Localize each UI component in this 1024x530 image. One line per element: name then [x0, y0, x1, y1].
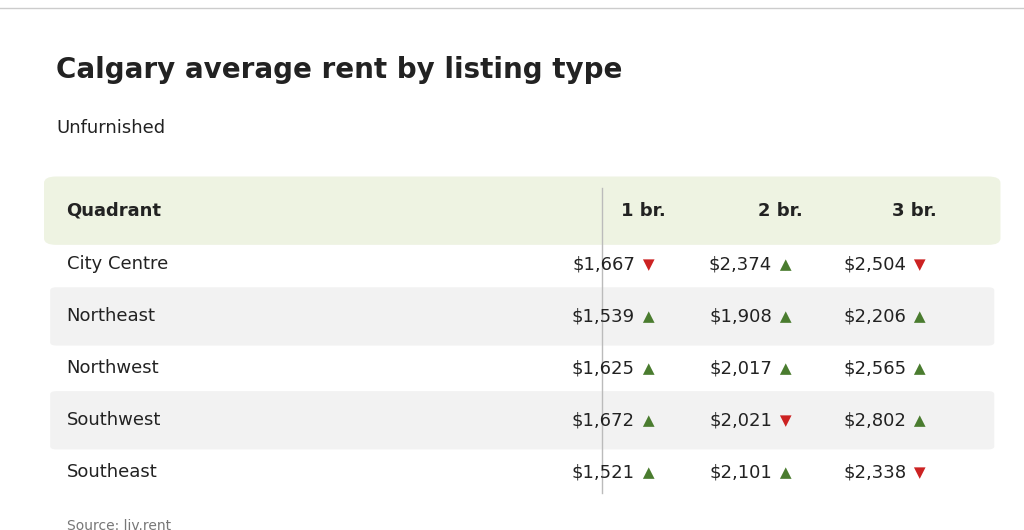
- Text: Northwest: Northwest: [67, 359, 159, 377]
- Text: Quadrant: Quadrant: [67, 202, 162, 219]
- FancyBboxPatch shape: [50, 287, 994, 346]
- Text: $2,017: $2,017: [710, 359, 772, 377]
- Text: ▼: ▼: [775, 413, 792, 428]
- Text: City Centre: City Centre: [67, 255, 168, 273]
- Text: ▲: ▲: [909, 309, 926, 324]
- Text: Calgary average rent by listing type: Calgary average rent by listing type: [56, 56, 623, 84]
- Text: $2,374: $2,374: [709, 255, 772, 273]
- Text: $2,101: $2,101: [710, 463, 772, 481]
- Text: $2,504: $2,504: [843, 255, 906, 273]
- Text: $2,021: $2,021: [710, 411, 772, 429]
- Text: ▲: ▲: [775, 257, 792, 272]
- Text: $2,565: $2,565: [843, 359, 906, 377]
- Text: ▲: ▲: [775, 361, 792, 376]
- Text: ▲: ▲: [638, 465, 654, 480]
- Text: ▲: ▲: [638, 413, 654, 428]
- Text: Southeast: Southeast: [67, 463, 158, 481]
- FancyBboxPatch shape: [44, 176, 1000, 245]
- Text: 3 br.: 3 br.: [892, 202, 937, 219]
- Text: ▼: ▼: [909, 465, 926, 480]
- Text: Source: liv.rent: Source: liv.rent: [67, 519, 171, 530]
- Text: ▲: ▲: [775, 309, 792, 324]
- Text: $1,539: $1,539: [571, 307, 635, 325]
- FancyBboxPatch shape: [50, 391, 994, 449]
- Text: 1 br.: 1 br.: [621, 202, 666, 219]
- Text: $2,338: $2,338: [843, 463, 906, 481]
- Text: $1,672: $1,672: [571, 411, 635, 429]
- Text: ▲: ▲: [909, 413, 926, 428]
- Text: Northeast: Northeast: [67, 307, 156, 325]
- Text: ▼: ▼: [909, 257, 926, 272]
- Text: 2 br.: 2 br.: [758, 202, 803, 219]
- Text: ▲: ▲: [909, 361, 926, 376]
- Text: ▼: ▼: [638, 257, 654, 272]
- Text: $2,802: $2,802: [844, 411, 906, 429]
- Text: Southwest: Southwest: [67, 411, 161, 429]
- Text: $1,667: $1,667: [572, 255, 635, 273]
- Text: ▲: ▲: [638, 309, 654, 324]
- Text: $1,625: $1,625: [571, 359, 635, 377]
- Text: ▲: ▲: [775, 465, 792, 480]
- Text: $2,206: $2,206: [844, 307, 906, 325]
- Text: ▲: ▲: [638, 361, 654, 376]
- Text: $1,908: $1,908: [710, 307, 772, 325]
- Text: $1,521: $1,521: [571, 463, 635, 481]
- Text: Unfurnished: Unfurnished: [56, 119, 166, 137]
